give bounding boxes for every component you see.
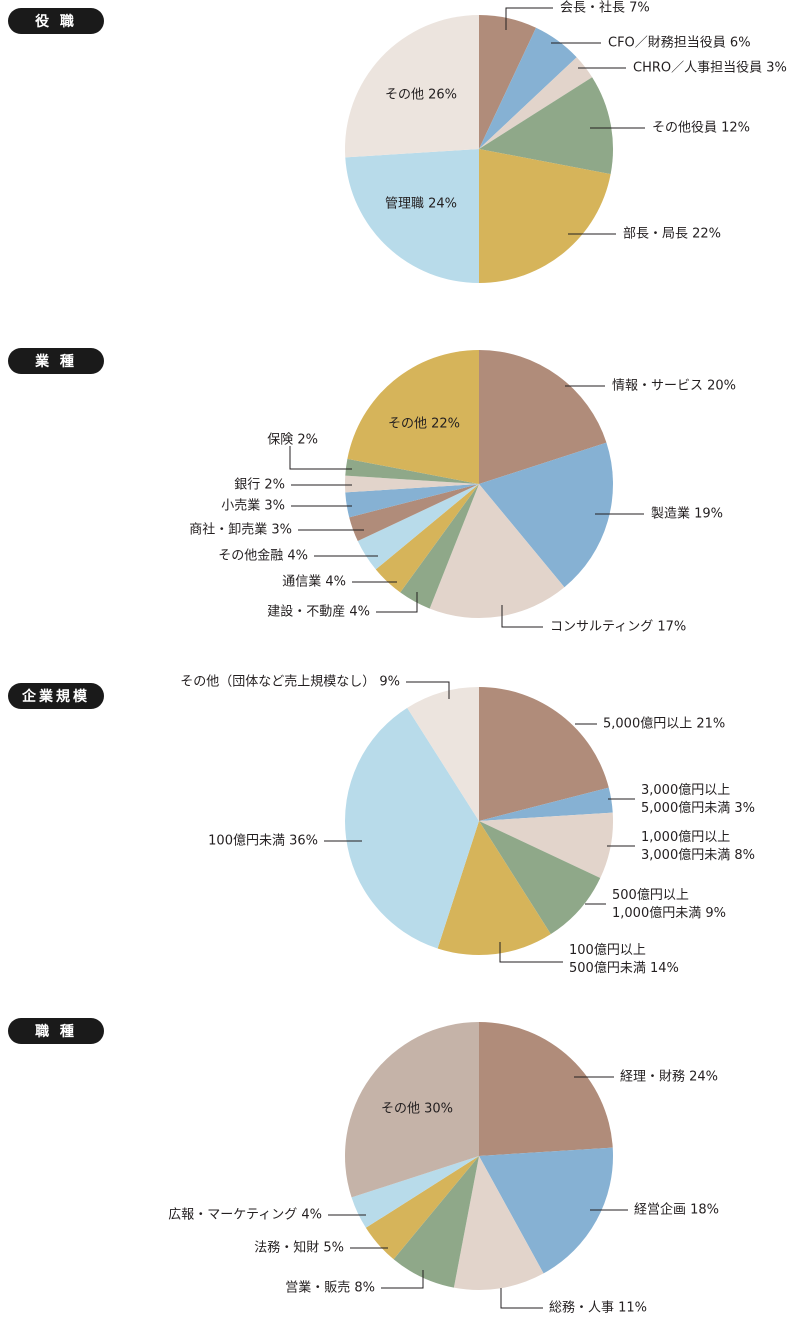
- slice-label-商社-卸売業: 商社・卸売業 3%: [189, 522, 292, 538]
- pie-slice-経営企画: [479, 1147, 614, 1274]
- pie-slice-100億円以上-500億円未満: [437, 821, 551, 955]
- slice-label-500億円以上-1-000億円未満: 500億円以上 1,000億円未満 9%: [612, 887, 726, 921]
- chart-section-position: 役 職 会長・社長 7% CFO／財務担当役員 6% CHRO／人事担当役員 3% そ…: [0, 0, 808, 320]
- pie-slice-管理職: [345, 149, 479, 283]
- leader-line-保険: [289, 446, 352, 470]
- slice-label-CFO-財務担当役員: CFO／財務担当役員 6%: [608, 36, 751, 51]
- slice-label-その他役員: その他役員 12%: [652, 121, 750, 136]
- slice-label-100億円以上-500億円未満: 100億円以上 500億円未満 14%: [569, 942, 679, 976]
- pie-slice-会長-社長: [479, 15, 537, 149]
- pie-slice-法務-知財: [365, 1156, 479, 1260]
- chart-section-job-type: 職 種 経理・財務 24% 経営企画 18% 総務・人事 11% 営業・販売 8% 法務…: [0, 1010, 808, 1318]
- slice-label-経理-財務: 経理・財務 24%: [620, 1070, 718, 1085]
- slice-label-法務-知財: 法務・知財 5%: [254, 1240, 344, 1256]
- slice-label-小売業: 小売業 3%: [221, 498, 285, 514]
- pie-slice-情報-サービス: [479, 350, 607, 484]
- slice-label-その他-団体など売上規模なし: その他（団体など売上規模なし） 9%: [180, 674, 400, 690]
- slice-label-会長-社長: 会長・社長 7%: [560, 0, 650, 16]
- pie-slice-製造業: [479, 442, 613, 588]
- pie-slice-通信業: [375, 484, 479, 593]
- slice-label-通信業: 通信業 4%: [282, 574, 346, 590]
- pie-slice-商社-卸売業: [349, 484, 479, 542]
- slice-label-銀行: 銀行 2%: [234, 478, 285, 493]
- pie-chart-job-type: 経理・財務 24% 経営企画 18% 総務・人事 11% 営業・販売 8% 法務・知財 …: [168, 1022, 719, 1316]
- leader-line-営業-販売: [381, 1270, 424, 1289]
- chart-section-company-size: 企業規模 5,000億円以上 21% 3,000億円以上 5,000億円未満 3% 1…: [0, 674, 808, 1005]
- slice-label-保険: 保険 2%: [267, 433, 318, 448]
- leader-line-建設-不動産: [376, 592, 418, 613]
- slice-label-経営企画: 経営企画 18%: [634, 1202, 719, 1218]
- slice-label-5-000億円以上: 5,000億円以上 21%: [603, 716, 725, 732]
- pie-slice-建設-不動産: [400, 484, 479, 609]
- slice-label-製造業: 製造業 19%: [651, 506, 723, 522]
- slice-label-1-000億円以上-3-000億円未満: 1,000億円以上 3,000億円未満 8%: [641, 829, 755, 863]
- slice-label-その他金融: その他金融 4%: [218, 548, 308, 564]
- pie-slice-5-000億円以上: [479, 687, 609, 821]
- pie-slice-保険: [345, 458, 479, 484]
- pie-slice-その他: [347, 350, 479, 484]
- pie-chart-industry: 情報・サービス 20% 製造業 19% コンサルティング 17% 建設・不動産 4% 通…: [189, 350, 736, 635]
- pie-slice-1-000億円以上-3-000億円未満: [479, 812, 614, 879]
- pie-slice-その他役員: [479, 77, 614, 175]
- slice-label-その他: その他 30%: [381, 1102, 453, 1117]
- slice-label-営業-販売: 営業・販売 8%: [285, 1280, 375, 1296]
- pie-slice-その他金融: [357, 484, 479, 570]
- pie-slice-100億円未満: [345, 707, 479, 949]
- pie-slice-営業-販売: [393, 1156, 479, 1288]
- pie-slice-経理-財務: [479, 1022, 613, 1156]
- pie-slice-小売業: [345, 484, 479, 518]
- pie-slice-CFO-財務担当役員: [479, 27, 577, 149]
- slice-label-その他: その他 26%: [385, 88, 457, 103]
- pie-slice-3-000億円以上-5-000億円未満: [479, 787, 613, 821]
- pie-slice-コンサルティング: [429, 484, 565, 618]
- slice-label-建設-不動産: 建設・不動産 4%: [267, 604, 370, 620]
- pie-slice-部長-局長: [479, 149, 611, 283]
- slice-label-広報-マーケティング: 広報・マーケティング 4%: [168, 1208, 322, 1223]
- pie-slice-CHRO-人事担当役員: [479, 57, 593, 149]
- slice-label-その他: その他 22%: [388, 417, 460, 432]
- slice-label-100億円未満: 100億円未満 36%: [208, 833, 318, 849]
- leader-line-会長-社長: [505, 7, 553, 30]
- section-title-job-type: 職 種: [8, 1018, 104, 1044]
- pie-chart-position: 会長・社長 7% CFO／財務担当役員 6% CHRO／人事担当役員 3% その他役員…: [344, 0, 787, 283]
- section-title-industry: 業 種: [8, 348, 104, 374]
- pie-slice-その他: [345, 1022, 479, 1198]
- pie-slice-総務-人事: [453, 1156, 544, 1291]
- pie-slice-その他-団体など売上規模なし: [407, 687, 479, 821]
- pie-slice-500億円以上-1-000億円未満: [479, 821, 601, 935]
- pie-chart-company-size: 5,000億円以上 21% 3,000億円以上 5,000億円未満 3% 1,000億…: [180, 674, 755, 976]
- leader-line-その他-団体など売上規模なし: [406, 681, 450, 699]
- leader-line-総務-人事: [500, 1288, 543, 1309]
- section-title-position: 役 職: [8, 8, 104, 34]
- slice-label-部長-局長: 部長・局長 22%: [623, 227, 721, 242]
- slice-label-3-000億円以上-5-000億円未満: 3,000億円以上 5,000億円未満 3%: [641, 782, 755, 816]
- slice-label-管理職: 管理職 24%: [385, 197, 457, 212]
- pie-slice-銀行: [344, 475, 479, 493]
- chart-section-industry: 業 種 情報・サービス 20% 製造業 19% コンサルティング 17% 建設・不動産…: [0, 340, 808, 660]
- slice-label-情報-サービス: 情報・サービス 20%: [612, 379, 736, 394]
- slice-label-総務-人事: 総務・人事 11%: [549, 1301, 647, 1316]
- slice-label-コンサルティング: コンサルティング 17%: [550, 620, 686, 635]
- leader-line-コンサルティング: [501, 605, 543, 628]
- leader-line-100億円以上-500億円未満: [499, 942, 563, 963]
- pie-slice-広報-マーケティング: [351, 1156, 479, 1228]
- pie-slice-その他: [344, 15, 479, 158]
- slice-label-CHRO-人事担当役員: CHRO／人事担当役員 3%: [633, 61, 787, 76]
- section-title-company-size: 企業規模: [8, 683, 104, 709]
